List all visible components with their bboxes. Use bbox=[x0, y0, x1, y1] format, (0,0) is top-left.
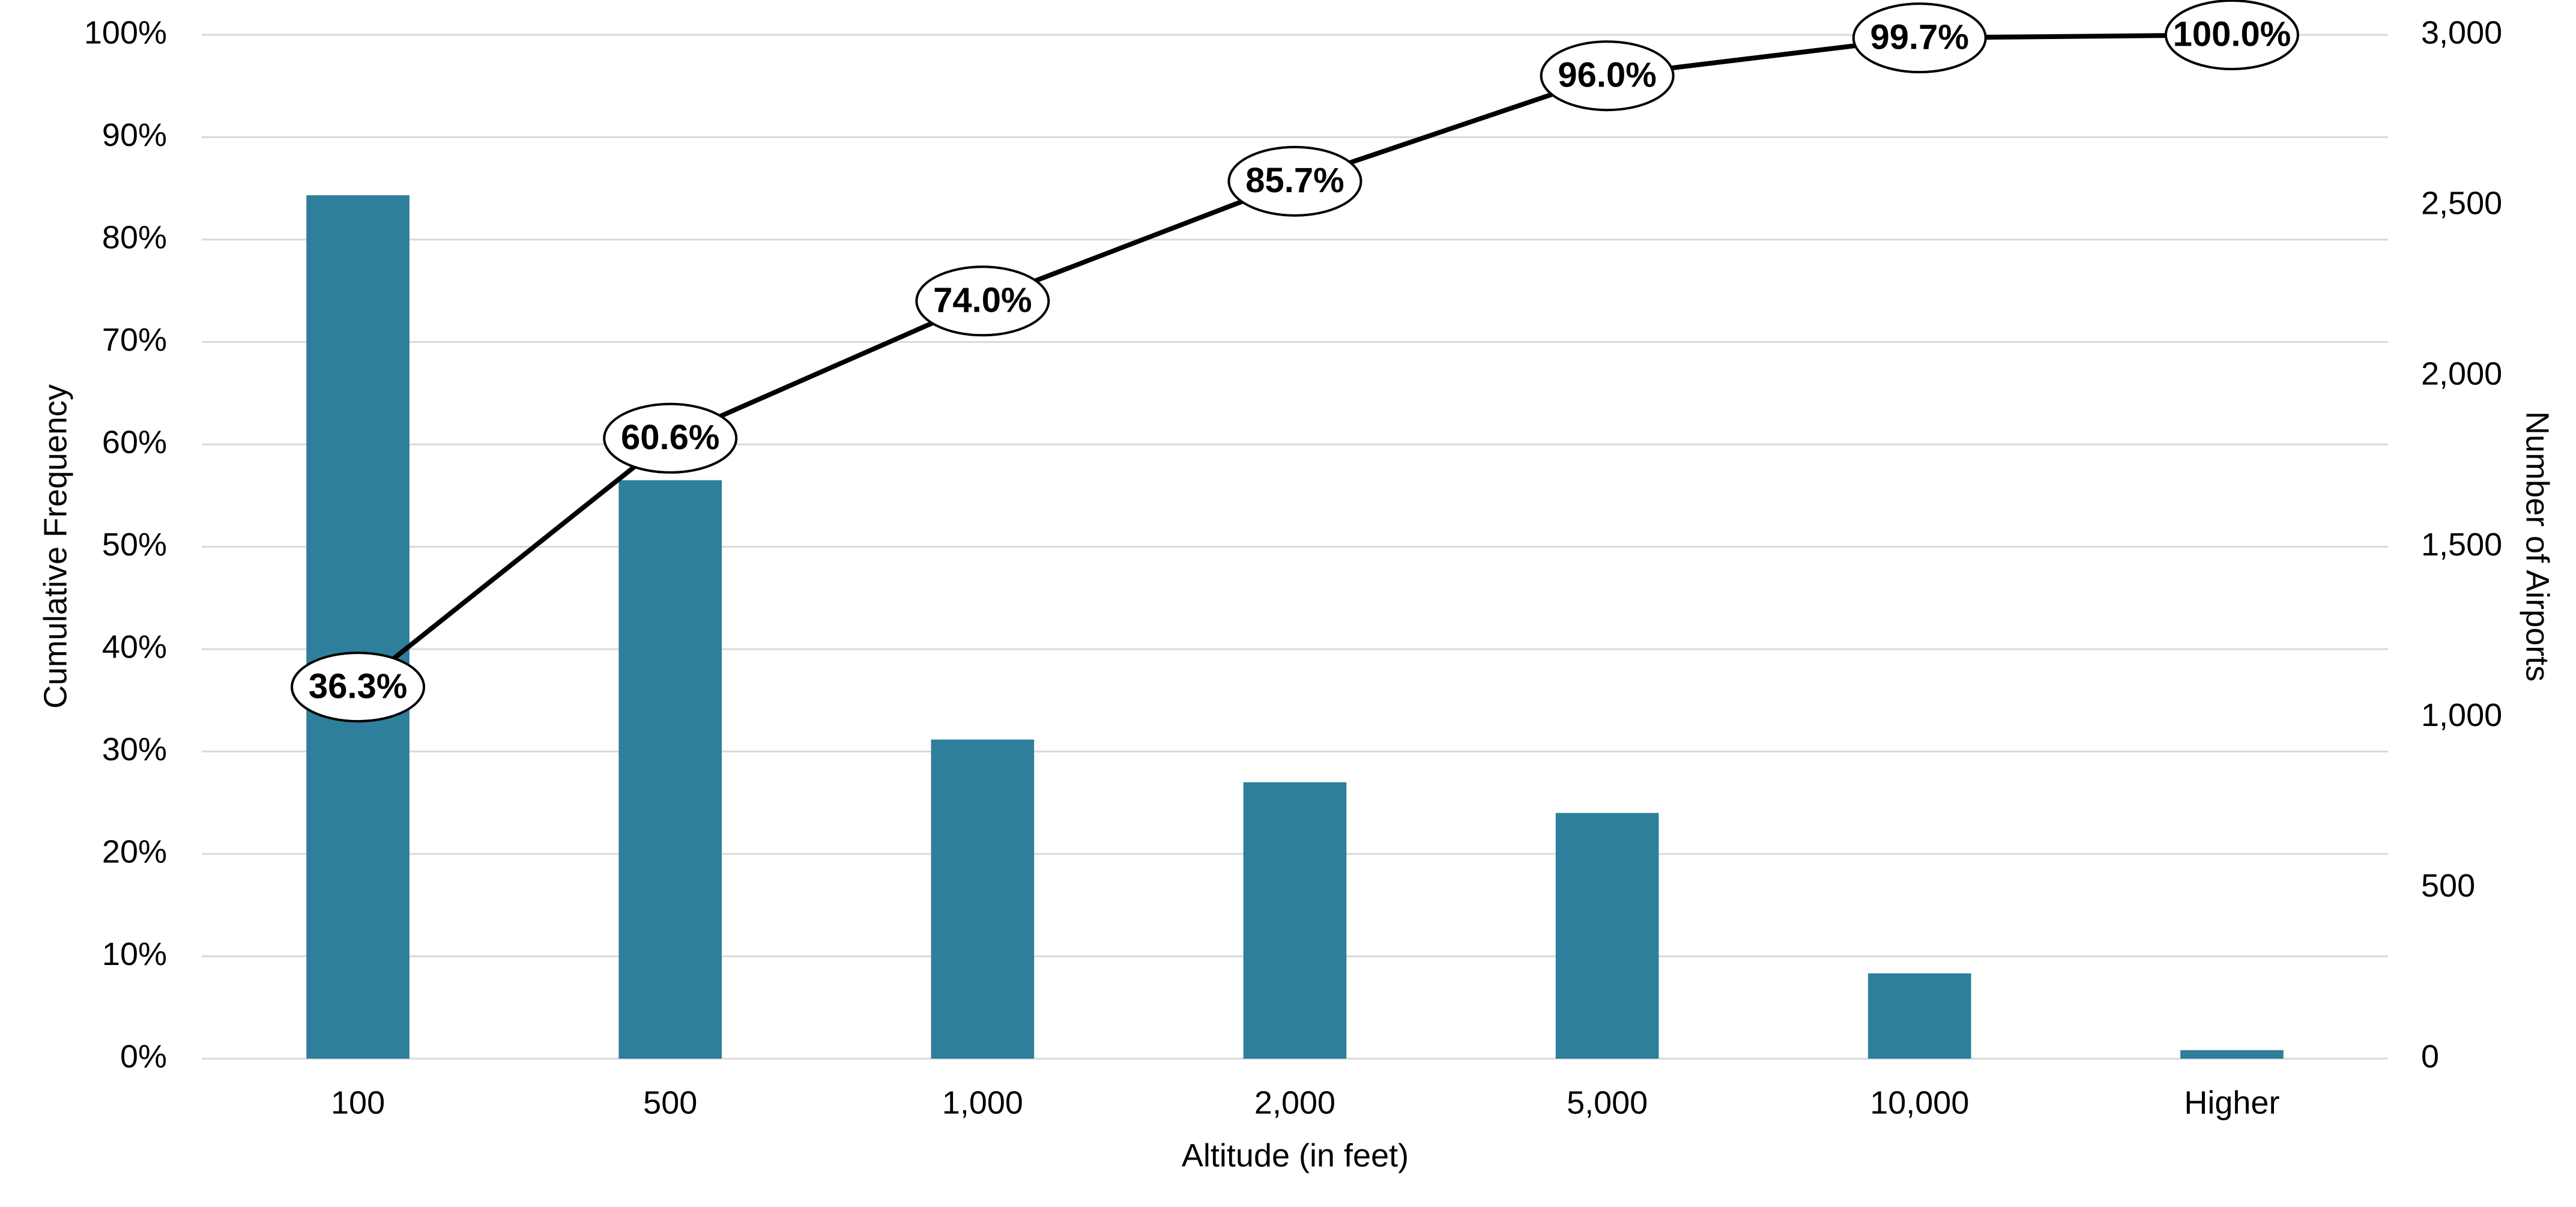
y-tick-label: 70% bbox=[102, 322, 167, 358]
x-axis-title: Altitude (in feet) bbox=[1182, 1137, 1409, 1173]
x-tick-label: 100 bbox=[331, 1084, 385, 1121]
label-bubble bbox=[2164, 0, 2299, 70]
label-bubble bbox=[1540, 40, 1675, 112]
y-tick-label: 80% bbox=[102, 219, 167, 255]
y2-tick-label: 2,000 bbox=[2421, 356, 2502, 392]
data-label: 100.0% bbox=[2173, 14, 2291, 53]
y2-tick-label: 1,500 bbox=[2421, 527, 2502, 563]
label-bubble bbox=[1852, 2, 1987, 74]
y2-tick-label: 2,500 bbox=[2421, 185, 2502, 221]
y-tick-label: 40% bbox=[102, 629, 167, 665]
y-tick-label: 10% bbox=[102, 936, 167, 972]
x-tick-label: 500 bbox=[643, 1084, 697, 1121]
label-bubble bbox=[603, 402, 738, 474]
y-tick-label: 60% bbox=[102, 424, 167, 460]
x-tick-label: Higher bbox=[2184, 1084, 2279, 1121]
bar bbox=[1555, 812, 1659, 1059]
x-tick-label: 2,000 bbox=[1254, 1084, 1335, 1121]
data-label: 96.0% bbox=[1558, 56, 1656, 95]
y-tick-label: 30% bbox=[102, 731, 167, 767]
bar bbox=[618, 480, 722, 1059]
bar bbox=[306, 195, 410, 1059]
y-tick-label: 20% bbox=[102, 833, 167, 870]
label-bubble bbox=[291, 652, 426, 723]
y2-tick-label: 0 bbox=[2421, 1038, 2439, 1074]
y-tick-label: 50% bbox=[102, 527, 167, 563]
data-label: 74.0% bbox=[933, 281, 1032, 320]
data-label: 36.3% bbox=[309, 667, 407, 706]
bar bbox=[2180, 1050, 2284, 1059]
y2-tick-label: 500 bbox=[2421, 868, 2475, 904]
y-tick-label: 90% bbox=[102, 117, 167, 153]
y-axis-title: Cumulative Frequency bbox=[37, 384, 73, 709]
y-tick-label: 0% bbox=[120, 1038, 167, 1074]
data-label: 99.7% bbox=[1870, 17, 1969, 56]
bar bbox=[1867, 973, 1971, 1059]
x-tick-label: 5,000 bbox=[1567, 1084, 1648, 1121]
bar bbox=[1243, 782, 1347, 1059]
x-tick-label: 10,000 bbox=[1870, 1084, 1969, 1121]
label-bubble bbox=[915, 265, 1050, 337]
label-bubble bbox=[1227, 145, 1362, 217]
y2-tick-label: 1,000 bbox=[2421, 697, 2502, 733]
y2-axis-title: Number of Airports bbox=[2520, 411, 2556, 682]
y-tick-label: 100% bbox=[84, 14, 167, 50]
y2-tick-label: 3,000 bbox=[2421, 14, 2502, 50]
bar bbox=[931, 739, 1035, 1059]
x-tick-label: 1,000 bbox=[942, 1084, 1023, 1121]
data-label: 85.7% bbox=[1245, 161, 1344, 200]
data-label: 60.6% bbox=[621, 418, 719, 457]
